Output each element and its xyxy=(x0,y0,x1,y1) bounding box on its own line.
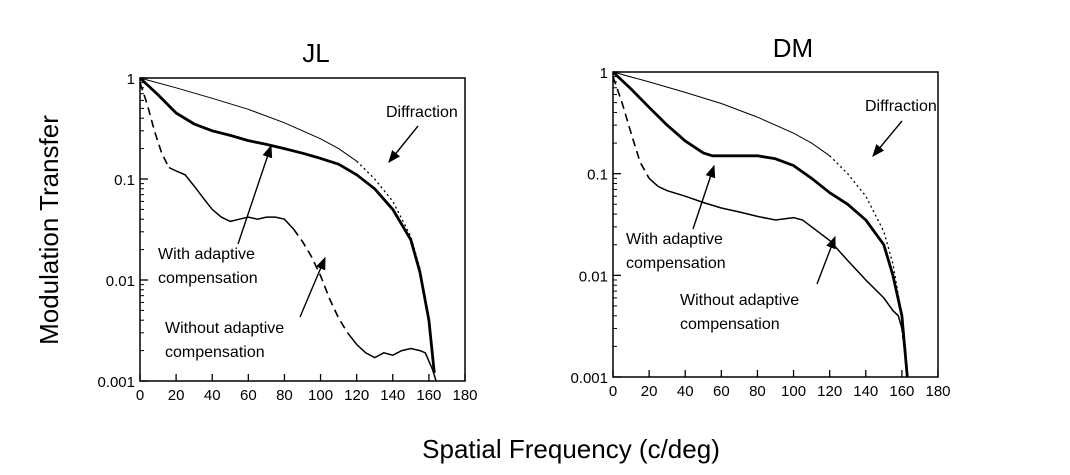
y-ticks-dm: 0.001 0.01 0.1 1 xyxy=(570,65,621,387)
x-tick-label-dm: 180 xyxy=(925,383,950,400)
chart-panel-dm: DM 0.001 0.01 0.1 1 0 20 40 60 80 100 120 140 160 18… xyxy=(570,33,950,400)
x-tick-label-jl: 80 xyxy=(276,387,293,404)
annotation-diffraction-dm: Diffraction xyxy=(865,98,937,115)
x-tick-label-jl: 180 xyxy=(452,387,477,404)
y-tick-label-dm: 0.1 xyxy=(587,167,608,184)
arrow-without-adaptive-jl xyxy=(299,256,326,318)
x-tick-label-jl: 40 xyxy=(204,387,221,404)
x-tick-label-dm: 60 xyxy=(713,383,730,400)
panel-title-dm: DM xyxy=(773,33,813,63)
series-without-adaptive-compensation-jl-line xyxy=(168,166,295,230)
annotation-with-adaptive-dm-line2: compensation xyxy=(626,255,726,272)
arrow-with-adaptive-dm xyxy=(692,164,716,230)
x-tick-label-dm: 0 xyxy=(609,383,617,400)
series-without-adaptive-compensation-dm-line xyxy=(648,177,903,329)
x-ticks-dm: 0 20 40 60 80 100 120 140 160 180 xyxy=(609,370,951,400)
x-tick-label-jl: 120 xyxy=(344,387,369,404)
series-with-adaptive-compensation-jl-line xyxy=(139,76,436,374)
y-tick-label-dm: 0.001 xyxy=(570,370,608,387)
y-tick-label-jl: 0.1 xyxy=(114,172,135,189)
series-group-jl xyxy=(139,76,437,382)
x-tick-label-dm: 140 xyxy=(853,383,878,400)
plot-frame-jl xyxy=(139,77,466,382)
annotation-without-adaptive-jl: Without adaptive compensation xyxy=(165,320,289,361)
x-tick-label-dm: 120 xyxy=(817,383,842,400)
plot-frame-dm xyxy=(612,71,939,378)
y-tick-label-dm: 0.01 xyxy=(579,268,608,285)
x-tick-label-jl: 160 xyxy=(416,387,441,404)
annotation-with-adaptive-jl: With adaptive compensation xyxy=(158,246,259,287)
annotation-without-adaptive-jl-line1: Without adaptive xyxy=(165,320,284,337)
series-with-adaptive-compensation-dm-line xyxy=(612,70,909,378)
y-tick-label-jl: 0.001 xyxy=(97,374,135,391)
series-diffraction-jl-dotted-tail xyxy=(356,160,435,374)
x-tick-label-jl: 140 xyxy=(380,387,405,404)
series-without-adaptive-compensation-jl-dashed-start xyxy=(139,82,170,168)
x-tick-label-jl: 20 xyxy=(168,387,185,404)
x-tick-label-dm: 80 xyxy=(749,383,766,400)
y-axis-title: Modulation Transfer xyxy=(34,115,64,345)
x-tick-label-dm: 100 xyxy=(781,383,806,400)
annotation-without-adaptive-dm-line1: Without adaptive xyxy=(680,292,799,309)
y-tick-label-jl: 0.01 xyxy=(106,273,135,290)
annotation-without-adaptive-jl-line2: compensation xyxy=(165,344,265,361)
y-tick-label-jl: 1 xyxy=(127,71,135,88)
annotation-without-adaptive-dm: Without adaptive compensation xyxy=(680,292,804,333)
annotation-without-adaptive-dm-line2: compensation xyxy=(680,316,780,333)
x-tick-label-dm: 160 xyxy=(889,383,914,400)
x-tick-label-jl: 100 xyxy=(308,387,333,404)
arrow-without-adaptive-dm xyxy=(816,235,836,285)
annotation-with-adaptive-jl-line1: With adaptive xyxy=(158,246,255,263)
x-ticks-jl: 0 20 40 60 80 100 120 140 160 180 xyxy=(136,374,478,404)
x-tick-label-dm: 40 xyxy=(677,383,694,400)
series-without-adaptive-compensation-jl-tail xyxy=(347,332,437,382)
series-diffraction-dm-dotted-tail xyxy=(829,155,908,369)
annotation-with-adaptive-dm-line1: With adaptive xyxy=(626,231,723,248)
series-diffraction-jl-line xyxy=(139,77,357,162)
x-tick-label-jl: 0 xyxy=(136,387,144,404)
series-diffraction-dm-line xyxy=(612,71,830,157)
x-axis-title: Spatial Frequency (c/deg) xyxy=(422,434,720,464)
series-group-dm xyxy=(612,70,909,378)
annotation-with-adaptive-jl-line2: compensation xyxy=(158,270,258,287)
annotation-with-adaptive-dm: With adaptive compensation xyxy=(626,231,727,272)
arrow-diffraction-dm xyxy=(872,120,903,157)
annotation-diffraction-jl: Diffraction xyxy=(386,104,458,121)
y-ticks-jl: 0.001 0.01 0.1 1 xyxy=(97,71,148,391)
series-without-adaptive-compensation-dm-dashed-tail xyxy=(901,328,909,378)
arrow-diffraction-jl xyxy=(388,125,419,163)
chart-panel-jl: JL 0.001 0.01 0.1 1 0 20 40 60 80 100 120 140 160 18… xyxy=(97,38,477,404)
series-without-adaptive-compensation-dm-dashed-start xyxy=(612,76,650,179)
arrow-with-adaptive-jl xyxy=(237,144,273,245)
x-tick-label-dm: 20 xyxy=(641,383,658,400)
series-without-adaptive-compensation-jl-dashed-mid xyxy=(292,228,349,334)
panel-title-jl: JL xyxy=(302,38,329,68)
y-tick-label-dm: 1 xyxy=(600,65,608,82)
x-tick-label-jl: 60 xyxy=(240,387,257,404)
